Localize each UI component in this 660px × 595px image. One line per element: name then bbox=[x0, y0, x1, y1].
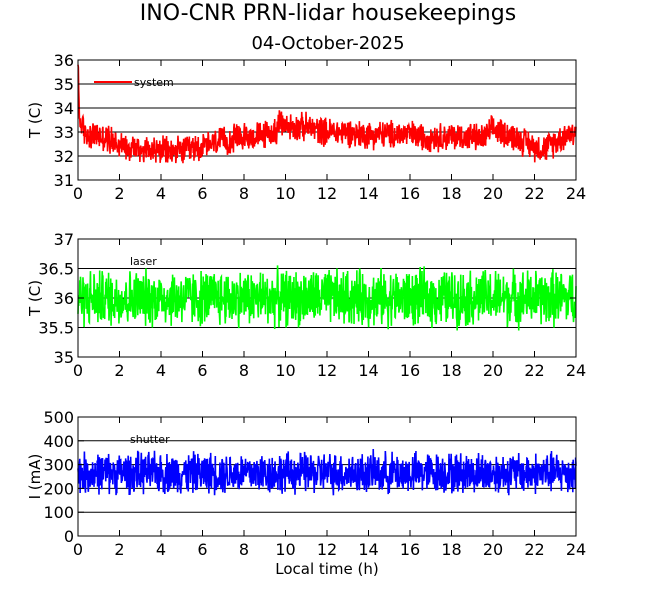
series-line-laser bbox=[77, 265, 577, 331]
x-tick-label: 10 bbox=[275, 540, 295, 559]
y-tick-label: 400 bbox=[43, 432, 74, 451]
y-tick-label: 32 bbox=[54, 147, 74, 166]
x-tick-label: 18 bbox=[441, 184, 461, 203]
x-tick-label: 22 bbox=[524, 184, 544, 203]
x-tick-label: 2 bbox=[114, 361, 124, 380]
x-tick-label: 20 bbox=[483, 184, 503, 203]
x-tick-label: 24 bbox=[566, 540, 586, 559]
x-tick-label: 24 bbox=[566, 184, 586, 203]
x-tick-label: 10 bbox=[275, 361, 295, 380]
x-tick-label: 16 bbox=[400, 184, 420, 203]
y-tick-label: 36 bbox=[54, 51, 74, 70]
x-tick-label: 4 bbox=[156, 184, 166, 203]
y-tick-label: 34 bbox=[54, 99, 74, 118]
x-tick-label: 4 bbox=[156, 361, 166, 380]
chart-subtitle: 04-October-2025 bbox=[251, 33, 404, 54]
x-tick-label: 6 bbox=[197, 540, 207, 559]
y-tick-label: 33 bbox=[54, 123, 74, 142]
y-tick-label: 500 bbox=[43, 408, 74, 427]
x-tick-label: 8 bbox=[239, 184, 249, 203]
x-tick-label: 16 bbox=[400, 361, 420, 380]
y-tick-label: 35 bbox=[54, 75, 74, 94]
y-tick-label: 36 bbox=[54, 289, 74, 308]
y-tick-label: 37 bbox=[54, 230, 74, 249]
x-tick-label: 8 bbox=[239, 361, 249, 380]
x-tick-label: 2 bbox=[114, 540, 124, 559]
x-tick-label: 22 bbox=[524, 540, 544, 559]
x-tick-label: 14 bbox=[358, 184, 378, 203]
x-tick-label: 4 bbox=[156, 540, 166, 559]
y-tick-label: 200 bbox=[43, 479, 74, 498]
y-tick-label: 31 bbox=[54, 171, 74, 190]
legend-label: laser bbox=[130, 255, 157, 268]
x-tick-label: 20 bbox=[483, 540, 503, 559]
y-tick-label: 100 bbox=[43, 503, 74, 522]
x-tick-label: 0 bbox=[73, 184, 83, 203]
x-tick-label: 22 bbox=[524, 361, 544, 380]
x-axis-label: Local time (h) bbox=[275, 560, 379, 578]
x-tick-label: 16 bbox=[400, 540, 420, 559]
x-tick-label: 2 bbox=[114, 184, 124, 203]
x-tick-label: 20 bbox=[483, 361, 503, 380]
x-tick-label: 18 bbox=[441, 540, 461, 559]
x-tick-label: 14 bbox=[358, 540, 378, 559]
y-axis-label: T (C) bbox=[26, 102, 44, 139]
y-axis-label: T (C) bbox=[26, 280, 44, 317]
x-tick-label: 8 bbox=[239, 540, 249, 559]
y-tick-label: 300 bbox=[43, 456, 74, 475]
x-tick-label: 10 bbox=[275, 184, 295, 203]
y-axis-label: I (mA) bbox=[26, 454, 44, 500]
x-tick-label: 12 bbox=[317, 184, 337, 203]
y-tick-label: 36.5 bbox=[38, 260, 74, 279]
y-tick-label: 35 bbox=[54, 348, 74, 367]
x-tick-label: 12 bbox=[317, 540, 337, 559]
x-tick-label: 24 bbox=[566, 361, 586, 380]
x-tick-label: 6 bbox=[197, 184, 207, 203]
x-tick-label: 18 bbox=[441, 361, 461, 380]
legend-label: shutter bbox=[130, 433, 170, 446]
x-tick-label: 14 bbox=[358, 361, 378, 380]
x-tick-label: 6 bbox=[197, 361, 207, 380]
legend-label: system bbox=[134, 76, 174, 89]
series-line-shutter bbox=[77, 448, 577, 496]
x-tick-label: 0 bbox=[73, 361, 83, 380]
series-line-system bbox=[77, 64, 577, 164]
y-tick-label: 35.5 bbox=[38, 319, 74, 338]
x-tick-label: 0 bbox=[73, 540, 83, 559]
x-tick-label: 12 bbox=[317, 361, 337, 380]
chart-title: INO-CNR PRN-lidar housekeepings bbox=[140, 1, 516, 26]
y-tick-label: 0 bbox=[64, 527, 74, 546]
